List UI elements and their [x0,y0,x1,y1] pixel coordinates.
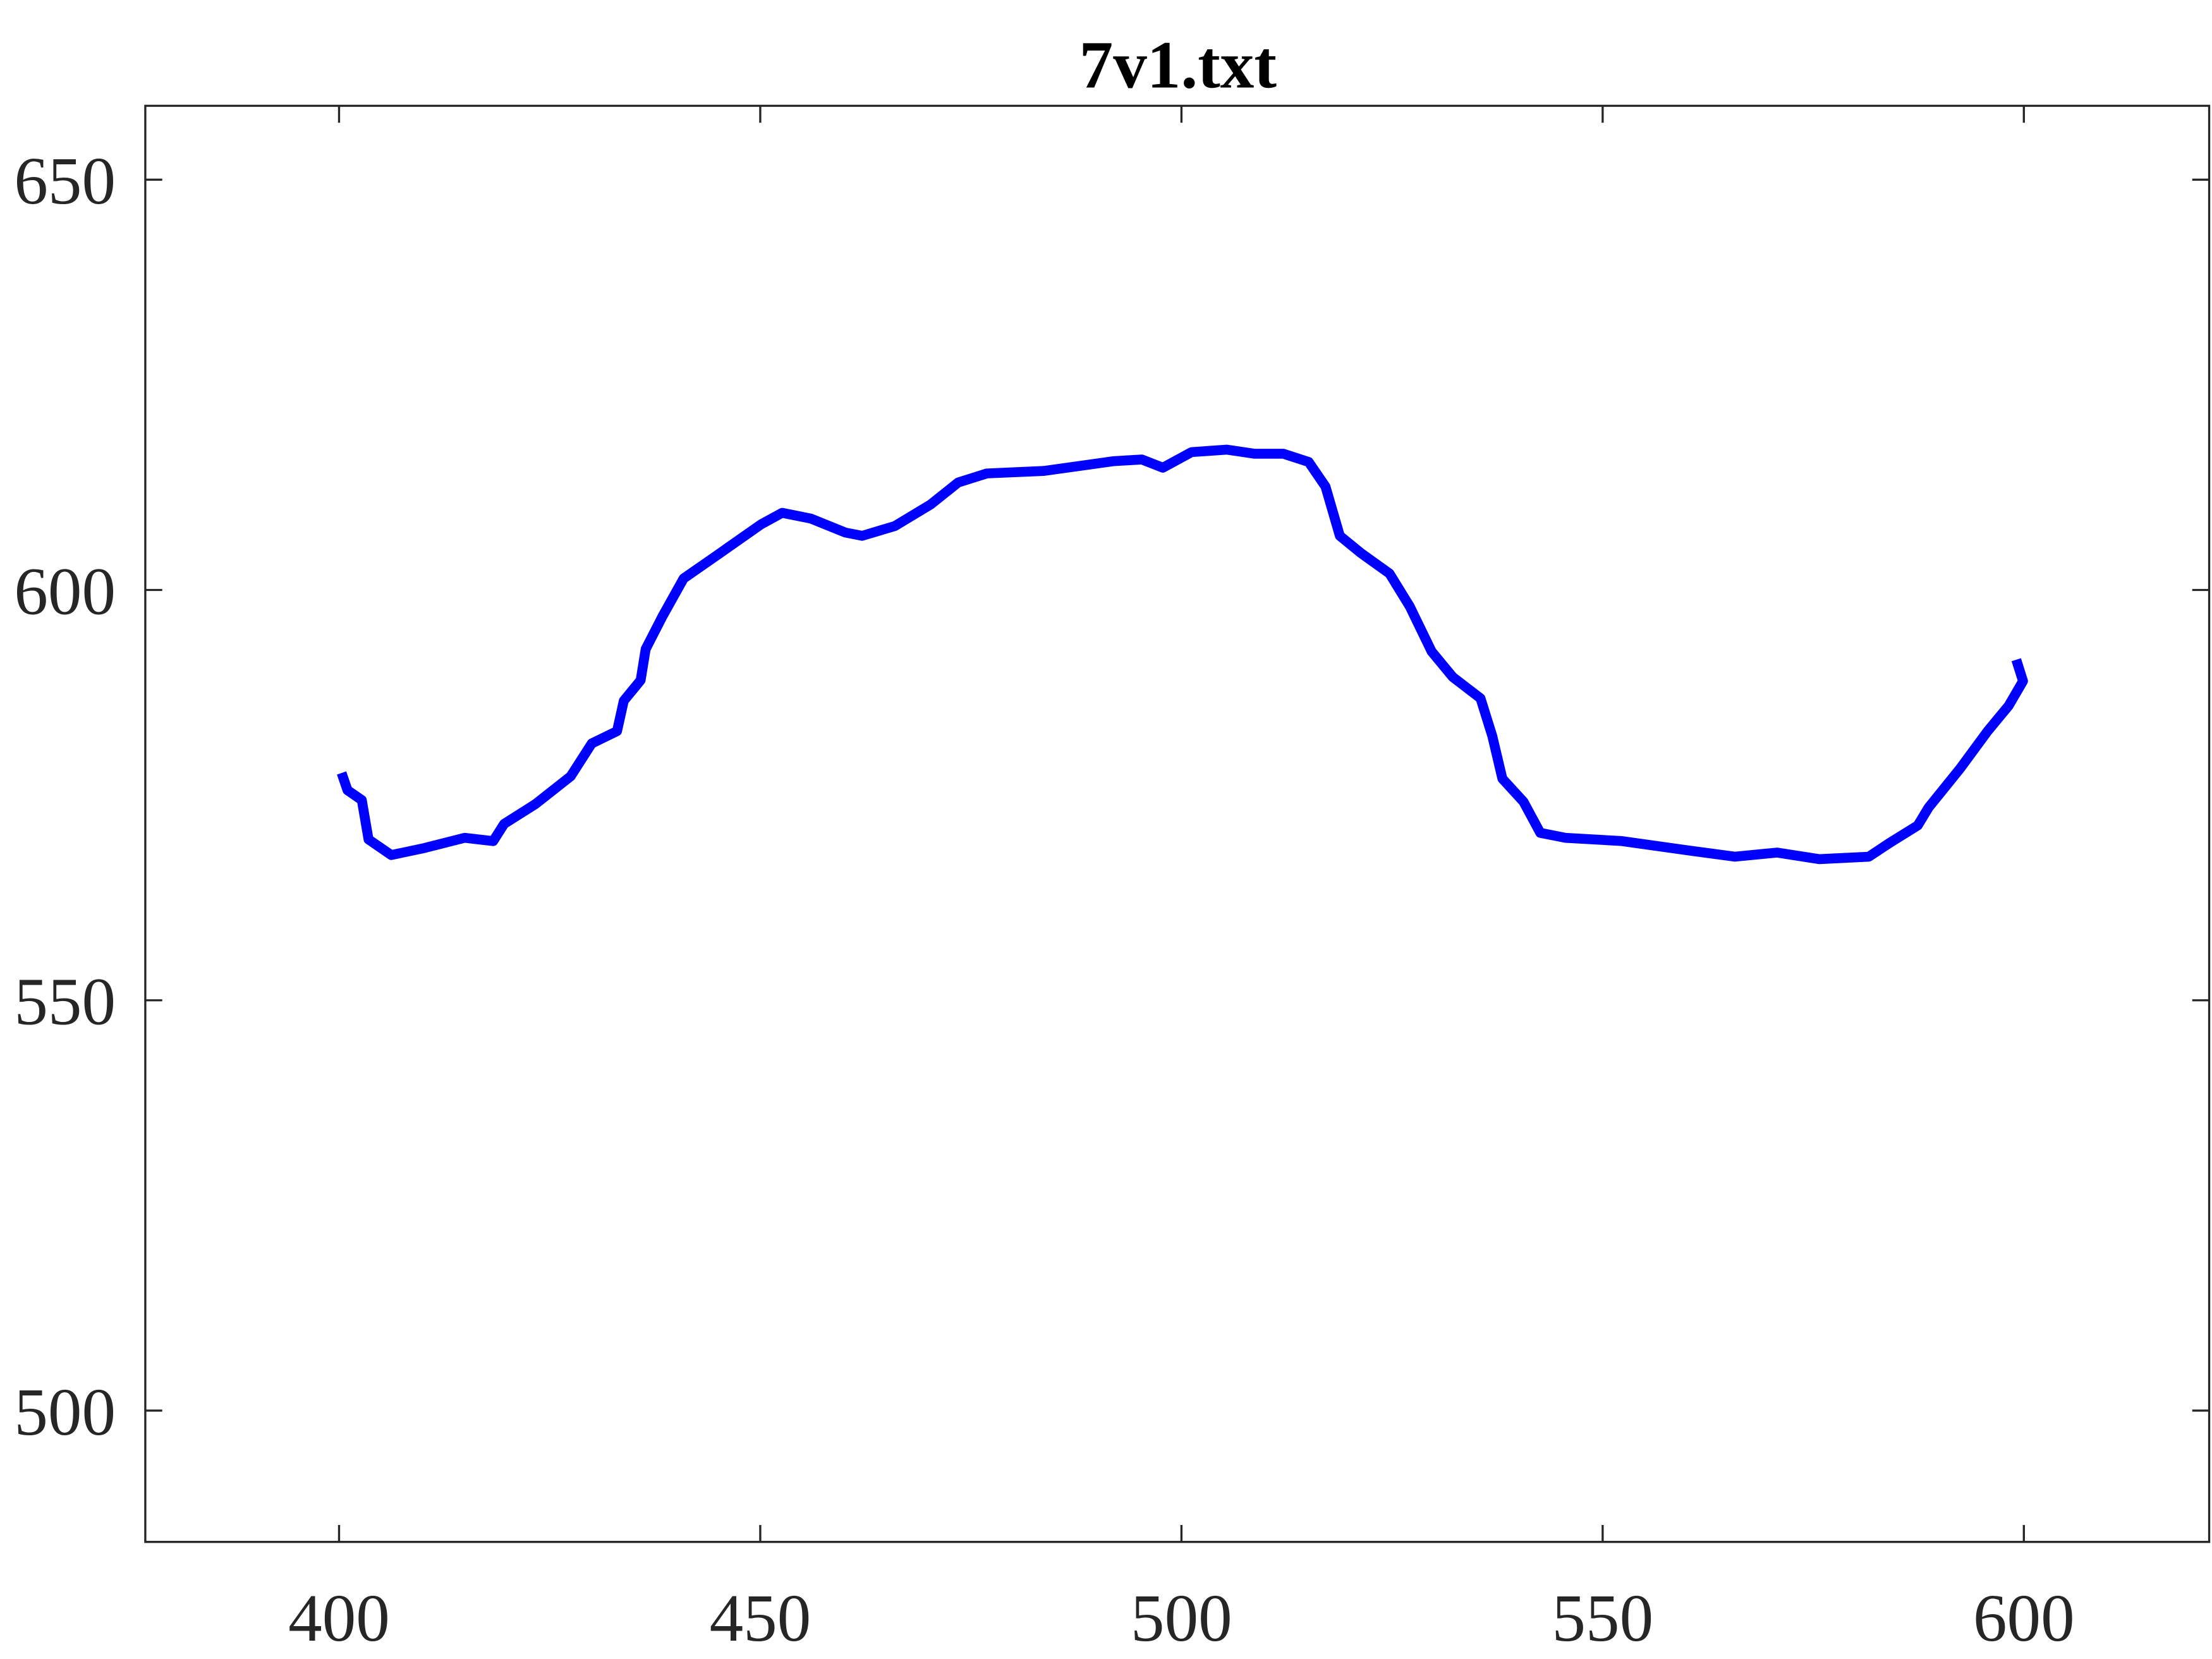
chart-title: 7v1.txt [1079,28,1277,102]
y-tick-label: 650 [14,144,116,219]
y-tick-label: 550 [14,965,116,1040]
x-tick-label: 400 [288,1581,390,1656]
plot-frame [144,104,2211,1543]
x-tick-label: 450 [710,1581,811,1656]
y-tick-label: 500 [14,1375,116,1450]
x-tick-label: 600 [1973,1581,2075,1656]
y-tick-label: 600 [14,554,116,629]
x-tick-label: 500 [1131,1581,1232,1656]
data-line [337,444,2028,865]
x-tick-label: 550 [1552,1581,1653,1656]
